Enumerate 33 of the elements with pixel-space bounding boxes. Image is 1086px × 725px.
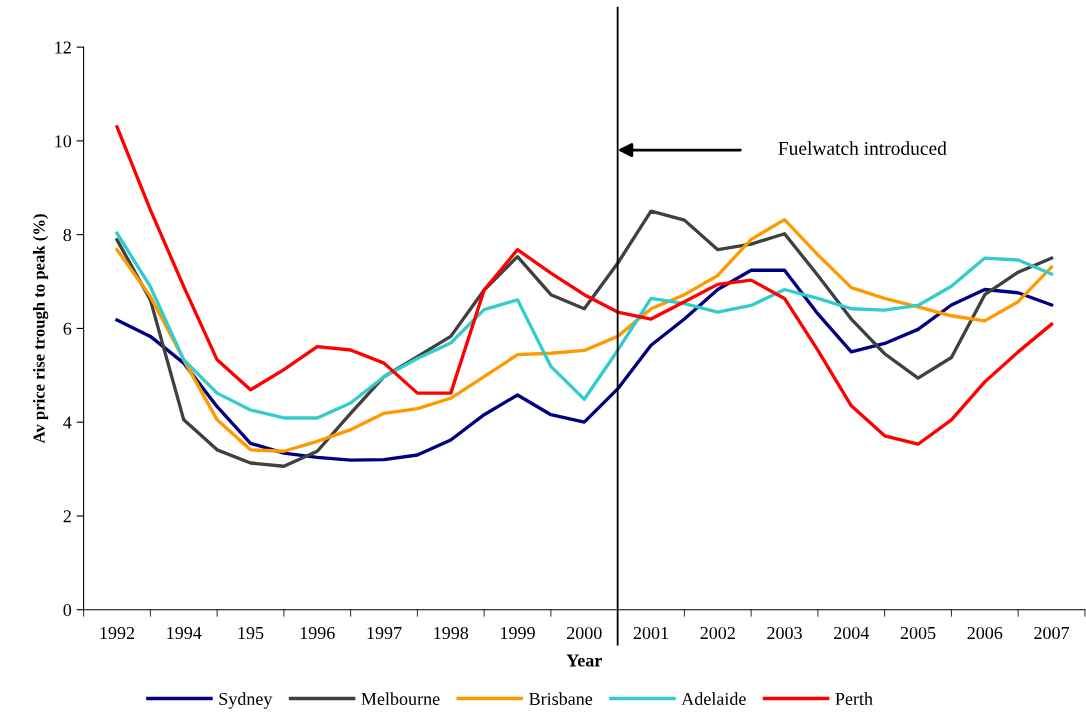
legend-label: Brisbane [529,692,593,706]
legend-label: Adelaide [681,692,746,706]
x-tick-label: 1999 [501,626,535,640]
y-tick-label: 4 [63,416,72,429]
y-axis-title: Av price rise trough to peak (%) [32,214,49,444]
y-tick-label: 2 [63,510,71,523]
x-tick-label: 2003 [767,626,802,640]
x-tick-label: 2001 [633,626,668,640]
line-series [115,125,1054,446]
x-tick-label: 2005 [900,626,936,640]
x-tick-label: 2006 [967,626,1003,640]
y-tick-label: 10 [55,135,72,148]
x-axis-title: Year [566,654,602,667]
x-tick-label: 1992 [100,626,135,640]
line-series [115,231,1054,420]
x-tick-label: 1994 [167,626,202,640]
x-tick-label: 1997 [367,626,402,640]
x-tick-label: 2004 [834,626,870,640]
x-tick-label: 2007 [1034,626,1070,640]
y-tick-label: 0 [63,603,72,617]
legend-label: Perth [835,692,873,706]
y-tick-label: 8 [63,228,72,242]
legend-label: Sydney [219,692,273,709]
y-tick-label: 12 [55,41,71,54]
annotation: Fuelwatch introduced [778,141,947,155]
x-tick-label: 1996 [300,626,335,640]
x-tick-label: 2000 [567,626,602,640]
y-tick-label: 6 [63,322,72,335]
x-tick-label: 2002 [700,626,735,640]
line-series [115,268,1054,462]
legend-label: Melbourne [361,692,440,706]
x-tick-label: 195 [238,626,264,640]
x-tick-label: 1998 [434,626,469,640]
